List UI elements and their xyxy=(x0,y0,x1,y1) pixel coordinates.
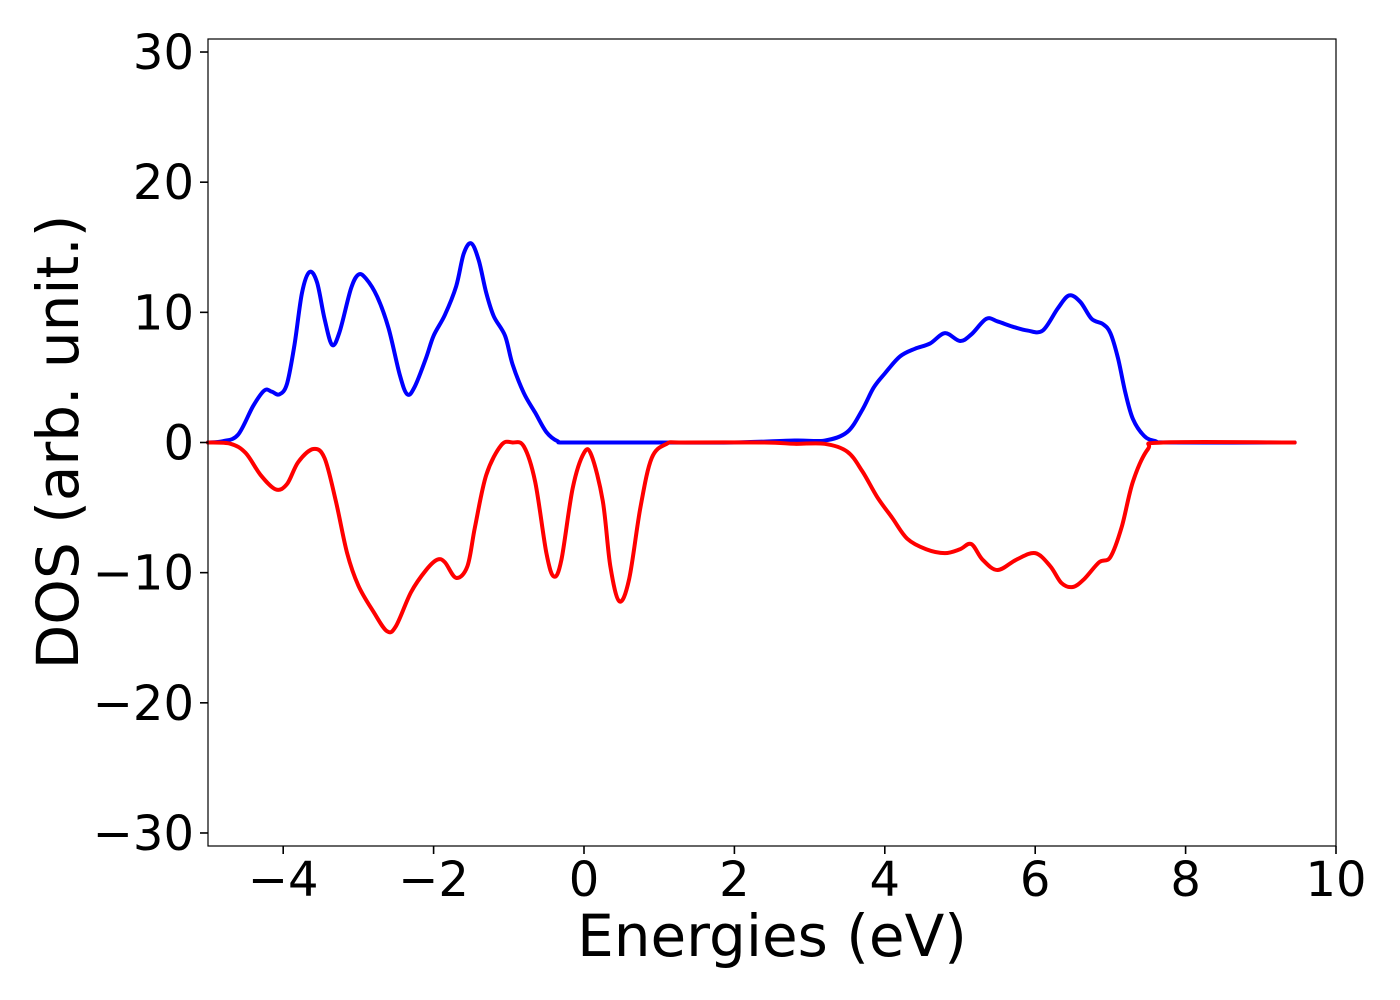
x-tick-label: −4 xyxy=(248,852,319,908)
x-tick-label: 0 xyxy=(569,852,600,908)
y-tick-label: −30 xyxy=(93,806,194,862)
y-axis-label: DOS (arb. unit.) xyxy=(24,215,92,670)
x-tick-label: 10 xyxy=(1305,852,1366,908)
x-tick-label: 8 xyxy=(1170,852,1201,908)
y-tick-label: 10 xyxy=(133,285,194,341)
series-line-2 xyxy=(206,439,1297,635)
y-tick-label: 0 xyxy=(163,416,194,472)
x-tick-label: 6 xyxy=(1020,852,1051,908)
y-tick-label: 20 xyxy=(133,155,194,211)
y-tick-label: −20 xyxy=(93,676,194,732)
x-tick-label: −2 xyxy=(398,852,469,908)
series-line-1 xyxy=(206,241,1297,445)
plot-frame xyxy=(207,38,1337,847)
y-tick-label: −10 xyxy=(93,546,194,602)
y-tick-label: 30 xyxy=(133,25,194,81)
x-axis-label: Energies (eV) xyxy=(577,902,967,970)
x-tick-label: 4 xyxy=(870,852,901,908)
x-tick-label: 2 xyxy=(719,852,750,908)
plot-area xyxy=(206,241,1297,635)
